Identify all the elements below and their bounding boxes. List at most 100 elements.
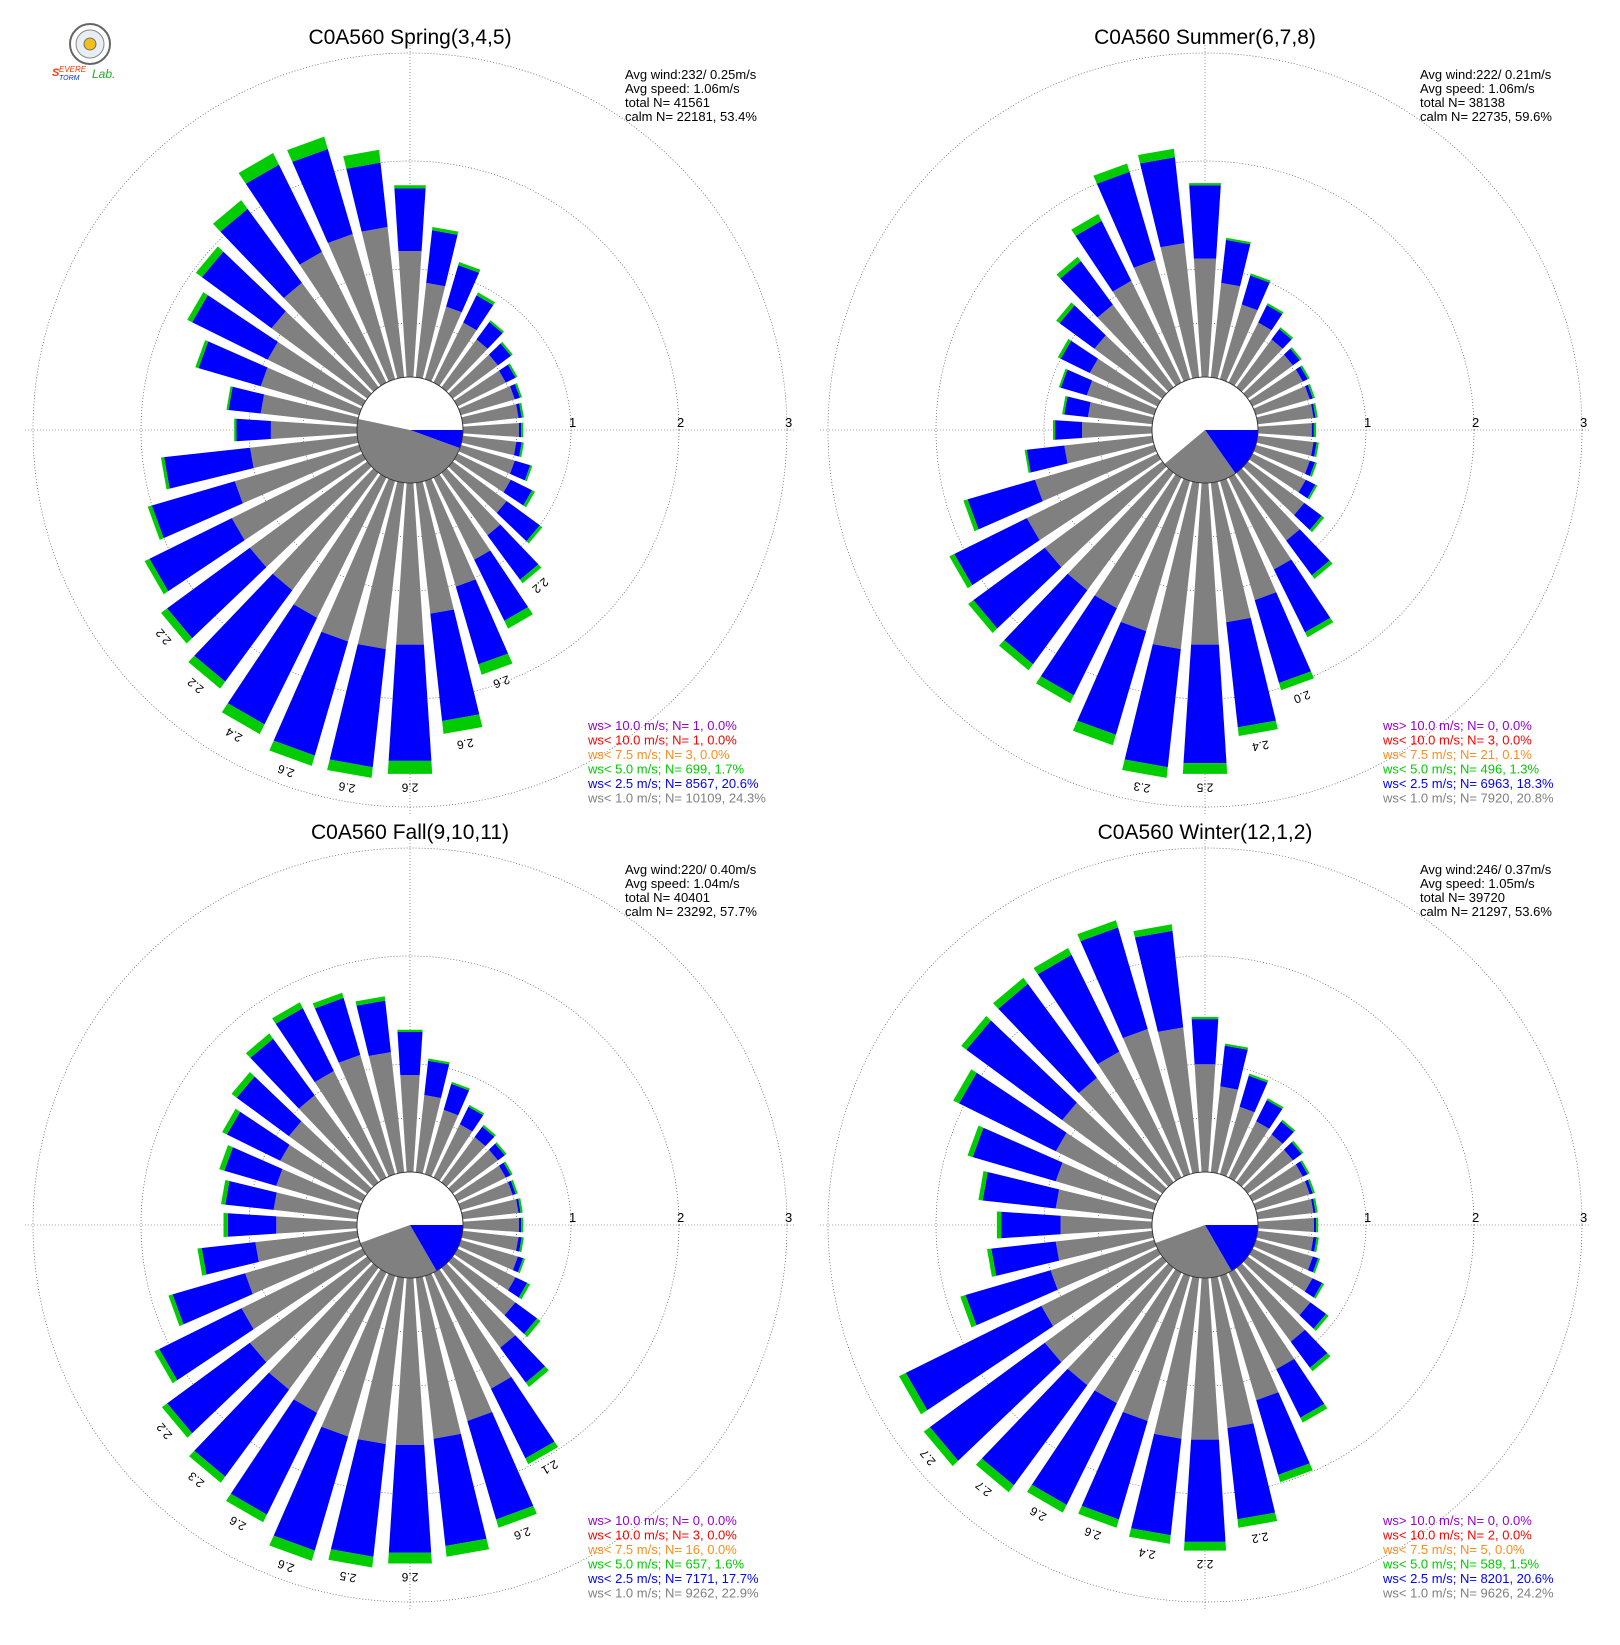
bar-segment-lt1 <box>368 1052 405 1174</box>
bar-segment-lt5 <box>1266 1098 1284 1109</box>
bar-segment-lt2_5 <box>510 384 520 400</box>
legend-entry: ws> 10.0 m/s; N= 0, 0.0% <box>1382 1513 1532 1528</box>
bar-segment-lt5 <box>1291 1140 1304 1154</box>
radial-grid-ring <box>140 160 680 700</box>
bar-segment-lt1 <box>1097 1051 1182 1181</box>
bar-segment-lt1 <box>1210 282 1241 379</box>
ring-tick-label: 2 <box>1472 1210 1479 1225</box>
bar-segment-lt2_5 <box>499 1162 511 1178</box>
bar-segment-lt2_5 <box>1060 340 1098 373</box>
bar-segment-lt2_5 <box>496 501 540 542</box>
bar-segment-lt5 <box>1036 676 1074 704</box>
radial-grid-ring <box>32 52 788 808</box>
bar-segment-lt1 <box>1062 1102 1167 1194</box>
bar-segment-lt1 <box>461 435 517 456</box>
bar-segment-lt2_5 <box>503 479 533 506</box>
ring-tick-label: 1 <box>569 1210 576 1225</box>
bar-segment-lt1 <box>461 404 519 425</box>
bar-segment-lt2_5 <box>1226 617 1276 728</box>
bar-segment-lt5 <box>1314 442 1319 458</box>
bar-segment-lt1 <box>241 1248 366 1330</box>
bar-segment-lt1 <box>1026 453 1161 541</box>
bar-segment-lt2_5 <box>151 481 243 539</box>
bar-segment-lt5 <box>160 457 170 490</box>
bar-value-label: 2.6 <box>337 779 356 796</box>
bar-segment-lt2_5 <box>1311 1198 1316 1213</box>
bar-segment-lt1 <box>1219 478 1277 601</box>
bar-segment-lt5 <box>510 1179 518 1195</box>
bar-segment-lt5 <box>168 1294 184 1327</box>
bar-segment-lt5 <box>1250 273 1271 283</box>
bar-segment-lt2_5 <box>1299 1302 1327 1329</box>
bar-segment-lt2_5 <box>236 418 271 442</box>
bar-segment-lt2_5 <box>1290 1329 1328 1368</box>
bar-segment-lt2_5 <box>1294 502 1322 530</box>
bar-segment-lt5 <box>1279 327 1294 340</box>
wind-rose-panel: 1 2 3 2.1 2.6 2.6 2.5 2.6 2.6 2.3 2.2 C0A560 Fall(9… <box>25 821 795 1610</box>
legend-entry: ws< 2.5 m/s; N= 8201, 20.6% <box>1382 1571 1554 1586</box>
bar-segment-lt2_5 <box>430 609 480 721</box>
bar-segment-lt1 <box>1078 1077 1174 1187</box>
bar-segment-lt2_5 <box>1298 479 1316 499</box>
bar-segment-lt5 <box>189 1450 226 1483</box>
bar-segment-lt5 <box>478 653 513 675</box>
bar-segment-lt2_5 <box>1059 305 1106 349</box>
bar-segment-lt2_5 <box>514 441 522 457</box>
bar-segment-lt5 <box>154 1349 178 1384</box>
bar-segment-lt2_5 <box>1060 369 1093 396</box>
bar-segment-lt1 <box>1257 1218 1314 1232</box>
bar-segment-lt5 <box>518 1282 531 1300</box>
bar-segment-lt2_5 <box>1256 1392 1310 1475</box>
bar-segment-lt5 <box>1237 1512 1278 1528</box>
bar-segment-lt1 <box>458 1239 518 1271</box>
legend-entry: ws> 10.0 m/s; N= 0, 0.0% <box>1382 718 1532 733</box>
bar-segment-lt2_5 <box>476 322 503 349</box>
svg-text:TORM: TORM <box>59 75 80 82</box>
bar-segment-lt5 <box>518 1198 523 1213</box>
calm-wedge <box>1164 430 1236 484</box>
radial-grid-ring <box>935 955 1475 1495</box>
bar-segment-lt5 <box>1062 396 1068 415</box>
bar-segment-lt1 <box>245 1239 362 1295</box>
bar-segment-lt1 <box>1236 1134 1283 1187</box>
bar-value-label: 2.6 <box>491 672 512 691</box>
bar-segment-lt5 <box>1311 560 1333 579</box>
radial-grid-ring <box>140 955 680 1495</box>
stats-line: Avg speed: 1.06m/s <box>1420 81 1535 96</box>
bar-segment-lt1 <box>1256 1230 1314 1251</box>
bar-segment-lt2_5 <box>1191 1019 1219 1065</box>
bar-segment-lt1 <box>461 1199 519 1220</box>
bar-segment-lt5 <box>1056 302 1075 324</box>
legend-entry: ws> 10.0 m/s; N= 0, 0.0% <box>587 1513 737 1528</box>
bar-segment-lt2_5 <box>394 188 426 251</box>
bar-segment-lt5 <box>1057 338 1072 359</box>
bar-segment-lt5 <box>1300 1403 1328 1423</box>
legend-entry: ws< 7.5 m/s; N= 16, 0.0% <box>587 1542 737 1557</box>
bar-segment-lt5 <box>963 499 979 532</box>
bar-segment-lt2_5 <box>275 1008 334 1083</box>
bar-value-label: 2.0 <box>1292 687 1313 706</box>
bar-segment-lt2_5 <box>512 1256 524 1273</box>
bar-segment-lt1 <box>234 444 362 504</box>
bar-segment-lt2_5 <box>1295 366 1308 382</box>
bar-segment-lt2_5 <box>220 208 302 298</box>
bar-segment-lt5 <box>999 640 1033 671</box>
bar-segment-lt2_5 <box>227 1213 277 1237</box>
bar-segment-lt5 <box>195 340 209 369</box>
bar-segment-lt2_5 <box>424 1060 450 1098</box>
bar-segment-lt5 <box>993 977 1028 1009</box>
bar-segment-lt5 <box>1290 347 1302 361</box>
legend-entry: ws< 5.0 m/s; N= 589, 1.5% <box>1382 1557 1540 1572</box>
bar-segment-lt5 <box>272 1002 303 1024</box>
bar-segment-lt2_5 <box>1221 239 1251 287</box>
ring-tick-label: 2 <box>677 415 684 430</box>
bar-segment-lt5 <box>521 1217 524 1233</box>
bar-segment-lt5 <box>503 1161 513 1176</box>
bar-segment-lt2_5 <box>227 604 318 725</box>
bar-segment-lt1 <box>1055 1132 1161 1202</box>
bar-segment-lt1 <box>280 1144 366 1202</box>
bar-segment-lt1 <box>1089 358 1161 407</box>
bar-segment-lt1 <box>321 478 396 642</box>
legend-entry: ws< 2.5 m/s; N= 8567, 20.6% <box>587 776 759 791</box>
bar-segment-lt2_5 <box>225 1181 277 1210</box>
